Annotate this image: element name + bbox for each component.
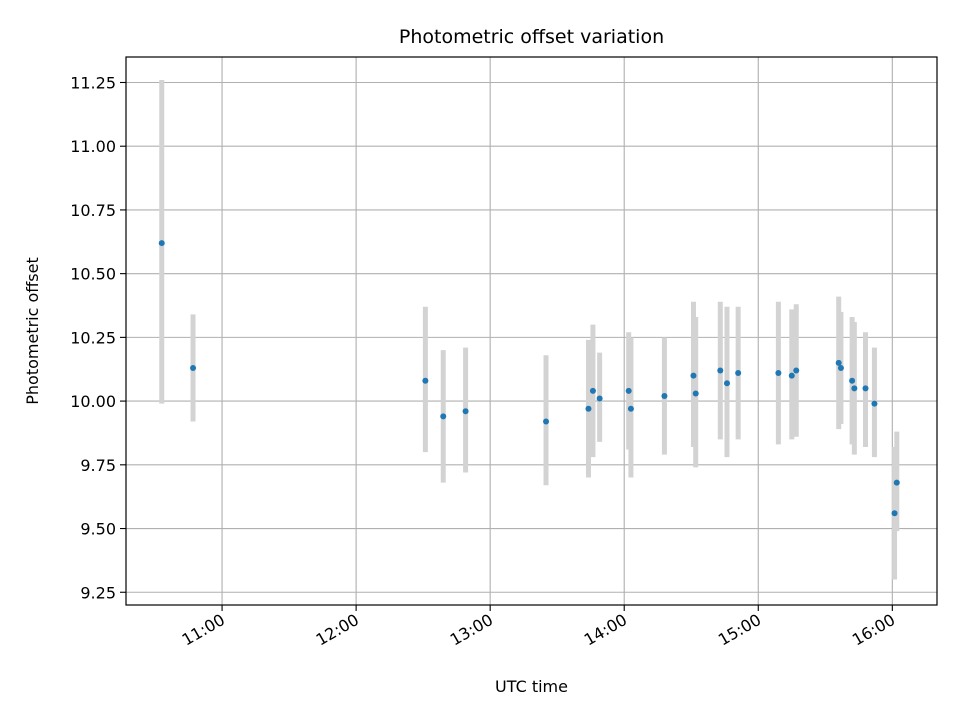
- data-point: [462, 408, 469, 415]
- plot-frame: [125, 56, 938, 606]
- data-point: [440, 413, 447, 420]
- data-point: [422, 377, 429, 384]
- data-point: [627, 405, 634, 412]
- y-tick-label: 10.25: [70, 328, 116, 347]
- y-tick-label: 10.00: [70, 392, 116, 411]
- data-point: [849, 377, 856, 384]
- data-point: [690, 372, 697, 379]
- chart-title: Photometric offset variation: [399, 26, 664, 48]
- data-point: [775, 370, 782, 377]
- data-point: [837, 364, 844, 371]
- data-point: [871, 400, 878, 407]
- data-point: [717, 367, 724, 374]
- data-point: [723, 380, 730, 387]
- data-point: [543, 418, 550, 425]
- data-point: [589, 387, 596, 394]
- y-axis-ticks: 9.25 9.50 9.75 10.00 10.25 10.50 10.75 11.00 11.…: [70, 73, 126, 602]
- data-point: [835, 359, 842, 366]
- grid: [126, 57, 937, 605]
- data-point: [735, 370, 742, 377]
- data-point: [585, 405, 592, 412]
- data-point: [625, 387, 632, 394]
- data-point: [190, 364, 197, 371]
- data-point: [793, 367, 800, 374]
- y-tick-label: 10.50: [70, 265, 116, 284]
- y-tick-label: 9.25: [80, 583, 116, 602]
- data-point: [851, 385, 858, 392]
- data-point: [893, 479, 900, 486]
- data-point: [788, 372, 795, 379]
- data-point: [596, 395, 603, 402]
- data-point: [862, 385, 869, 392]
- data-point: [661, 392, 668, 399]
- y-tick-label: 11.25: [70, 73, 116, 92]
- y-tick-label: 10.75: [70, 201, 116, 220]
- x-axis-label: UTC time: [495, 677, 568, 696]
- data-points: [158, 240, 900, 517]
- y-axis-label: Photometric offset: [23, 257, 42, 405]
- y-tick-label: 9.50: [80, 520, 116, 539]
- y-tick-label: 11.00: [70, 137, 116, 156]
- data-point: [692, 390, 699, 397]
- data-point: [158, 240, 165, 247]
- y-tick-label: 9.75: [80, 456, 116, 475]
- data-point: [891, 510, 898, 517]
